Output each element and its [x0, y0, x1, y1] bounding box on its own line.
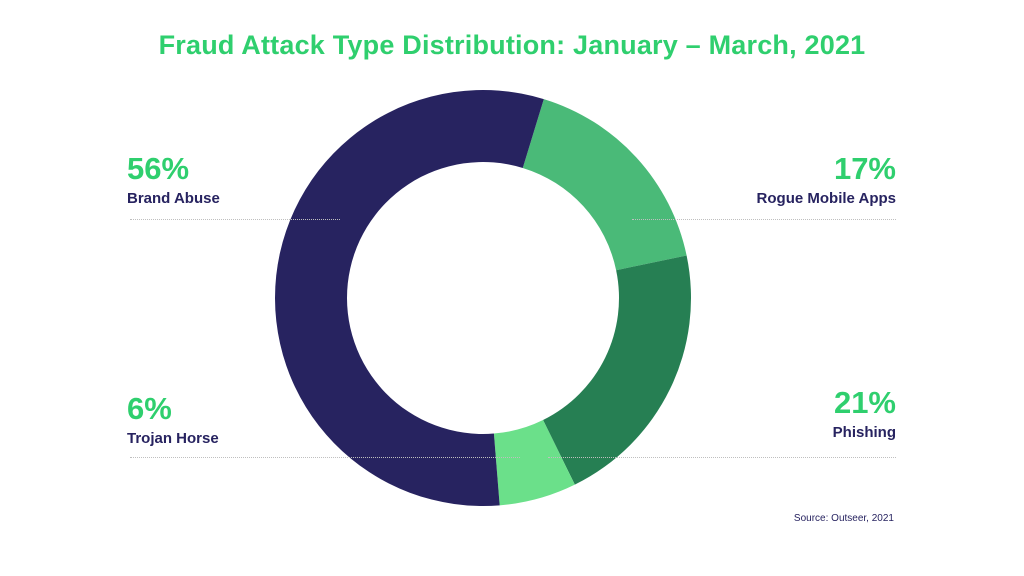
- leader-line-phishing: [548, 457, 896, 458]
- callout-value-brand-abuse: 56%: [127, 151, 190, 186]
- callout-value-trojan-horse: 6%: [127, 391, 172, 426]
- callout-trojan-horse: 6% Trojan Horse: [127, 392, 219, 449]
- leader-line-trojan-horse: [130, 457, 520, 458]
- callout-phishing: 21% Phishing: [833, 386, 896, 443]
- callout-label-phishing: Phishing: [832, 424, 896, 441]
- donut-slice-brand-abuse: [275, 89, 544, 506]
- source-note: Source: Outseer, 2021: [793, 513, 894, 524]
- leader-line-brand-abuse: [130, 219, 340, 220]
- leader-line-rogue-mobile-apps: [632, 219, 896, 220]
- callout-value-rogue-mobile-apps: 17%: [833, 151, 896, 186]
- donut-slice-phishing: [543, 255, 691, 485]
- callout-label-brand-abuse: Brand Abuse: [127, 190, 220, 207]
- donut-slice-rogue-mobile-apps: [522, 99, 687, 271]
- callout-label-trojan-horse: Trojan Horse: [127, 430, 219, 447]
- chart-title: Fraud Attack Type Distribution: January …: [158, 30, 866, 60]
- callout-rogue-mobile-apps: 17% Rogue Mobile Apps: [757, 152, 896, 209]
- callout-label-rogue-mobile-apps: Rogue Mobile Apps: [756, 190, 896, 207]
- donut-slice-trojan-horse: [493, 420, 575, 506]
- donut-slices: [275, 89, 691, 506]
- callout-brand-abuse: 56% Brand Abuse: [127, 152, 220, 209]
- callout-value-phishing: 21%: [833, 385, 896, 420]
